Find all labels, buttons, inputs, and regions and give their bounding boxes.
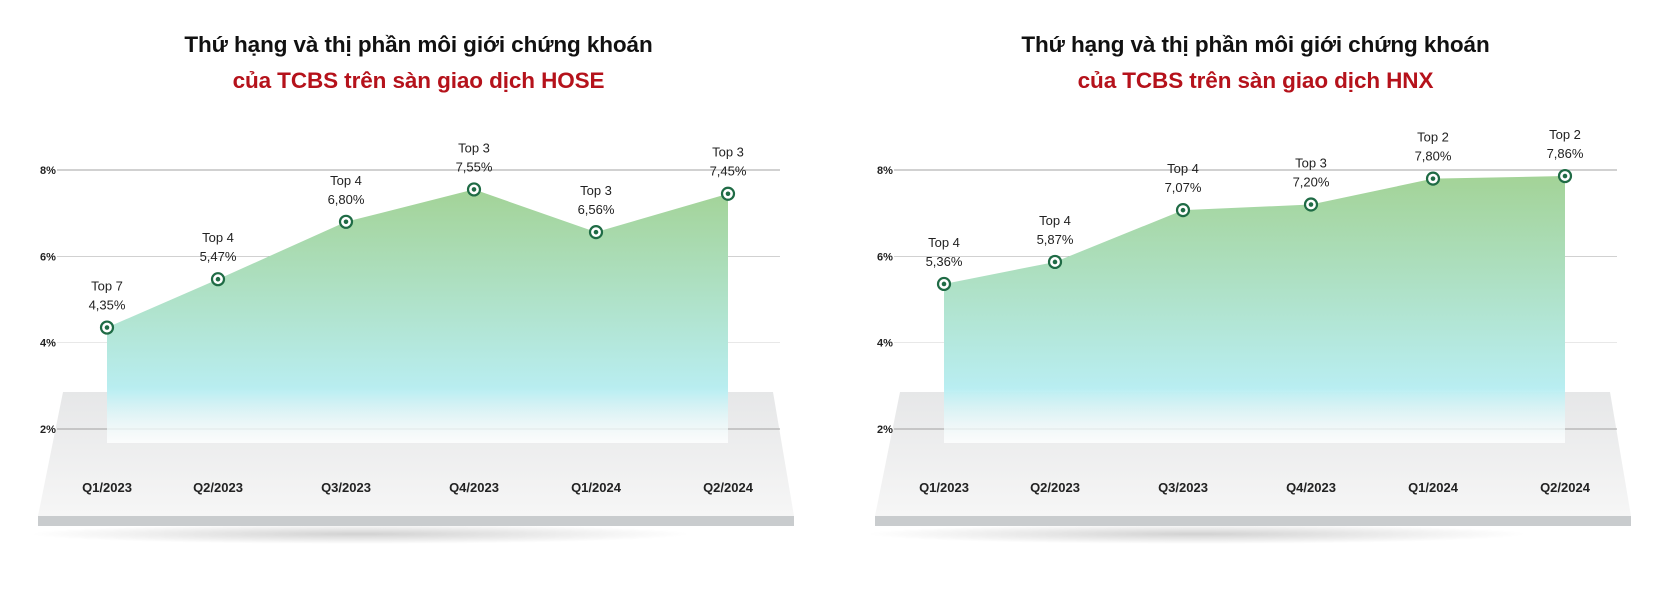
x-tick-label: Q1/2024 bbox=[1408, 480, 1459, 495]
area-fade bbox=[944, 387, 1565, 443]
x-tick-label: Q1/2024 bbox=[571, 480, 622, 495]
platform-shadow bbox=[867, 524, 1527, 544]
hose-chart: 2% 4% 6% 8% Top 7 4,35% Top 4 5,47% Top 4 6,80% To… bbox=[30, 140, 794, 544]
y-tick-label: 6% bbox=[40, 251, 56, 263]
data-point-dot bbox=[1430, 176, 1436, 181]
area-fade bbox=[107, 387, 728, 443]
data-point-dot bbox=[941, 281, 947, 287]
x-tick-label: Q4/2023 bbox=[1286, 480, 1336, 495]
data-point-dot bbox=[104, 325, 110, 330]
x-tick-label: Q2/2024 bbox=[703, 480, 754, 495]
rank-label: Top 3 bbox=[1295, 156, 1327, 171]
hnx-chart: 2% 4% 6% 8% Top 4 5,36% Top 4 5,87% Top 4 7,07% To… bbox=[867, 127, 1631, 544]
data-point-dot bbox=[1308, 202, 1314, 207]
data-point-dot bbox=[343, 219, 349, 225]
chart-subtitle: của TCBS trên sàn giao dịch HOSE bbox=[232, 68, 605, 93]
rank-label: Top 3 bbox=[712, 145, 744, 160]
chart-panel-hnx: 2% 4% 6% 8% Top 4 5,36% Top 4 5,87% Top 4 7,07% To… bbox=[837, 0, 1674, 600]
value-label: 6,56% bbox=[578, 202, 615, 217]
rank-label: Top 2 bbox=[1417, 130, 1449, 145]
chart-title: Thứ hạng và thị phần môi giới chứng khoá… bbox=[184, 32, 653, 57]
y-tick-label: 6% bbox=[877, 251, 893, 263]
series-area bbox=[107, 189, 728, 443]
y-tick-label: 8% bbox=[40, 165, 56, 177]
rank-label: Top 3 bbox=[580, 183, 612, 198]
value-label: 5,47% bbox=[200, 249, 237, 264]
x-tick-label: Q1/2023 bbox=[82, 480, 132, 495]
value-label: 7,86% bbox=[1547, 146, 1584, 161]
value-label: 5,36% bbox=[926, 254, 963, 269]
data-point-dot bbox=[1180, 207, 1186, 213]
value-label: 7,80% bbox=[1415, 149, 1452, 164]
data-point-dot bbox=[1052, 259, 1058, 265]
y-tick-label: 2% bbox=[40, 424, 56, 436]
rank-label: Top 2 bbox=[1549, 127, 1581, 142]
x-tick-label: Q2/2023 bbox=[1030, 480, 1080, 495]
chart-subtitle: của TCBS trên sàn giao dịch HNX bbox=[1077, 68, 1434, 93]
rank-label: Top 7 bbox=[91, 279, 123, 294]
data-point-dot bbox=[471, 187, 477, 192]
rank-label: Top 4 bbox=[330, 173, 362, 188]
value-label: 4,35% bbox=[89, 298, 126, 313]
rank-label: Top 4 bbox=[1167, 161, 1199, 176]
value-label: 7,55% bbox=[456, 159, 493, 174]
value-label: 5,87% bbox=[1037, 232, 1074, 247]
data-point-dot bbox=[215, 276, 221, 282]
chart-panel-hose: 2% 4% 6% 8% Top 7 4,35% Top 4 5,47% Top 4 6,80% To… bbox=[30, 32, 794, 544]
y-tick-label: 4% bbox=[40, 338, 56, 350]
data-point-dot bbox=[725, 191, 731, 197]
rank-label: Top 4 bbox=[928, 235, 960, 250]
rank-label: Top 4 bbox=[202, 230, 234, 245]
y-tick-label: 2% bbox=[877, 424, 893, 436]
chart-title: Thứ hạng và thị phần môi giới chứng khoá… bbox=[1021, 32, 1490, 57]
x-tick-label: Q2/2024 bbox=[1540, 480, 1591, 495]
x-tick-label: Q3/2023 bbox=[321, 480, 371, 495]
data-point-dot bbox=[593, 229, 599, 235]
data-point-dot bbox=[1562, 173, 1568, 179]
value-label: 6,80% bbox=[328, 192, 365, 207]
platform-edge bbox=[875, 516, 1631, 526]
x-tick-label: Q3/2023 bbox=[1158, 480, 1208, 495]
rank-label: Top 3 bbox=[458, 140, 490, 155]
platform-edge bbox=[38, 516, 794, 526]
x-tick-label: Q2/2023 bbox=[193, 480, 243, 495]
y-tick-label: 8% bbox=[877, 165, 893, 177]
x-tick-label: Q4/2023 bbox=[449, 480, 499, 495]
platform-shadow bbox=[30, 524, 690, 544]
value-label: 7,45% bbox=[710, 164, 747, 179]
value-label: 7,20% bbox=[1293, 175, 1330, 190]
x-tick-label: Q1/2023 bbox=[919, 480, 969, 495]
series-area bbox=[944, 176, 1565, 443]
value-label: 7,07% bbox=[1165, 180, 1202, 195]
rank-label: Top 4 bbox=[1039, 213, 1071, 228]
y-tick-label: 4% bbox=[877, 338, 893, 350]
